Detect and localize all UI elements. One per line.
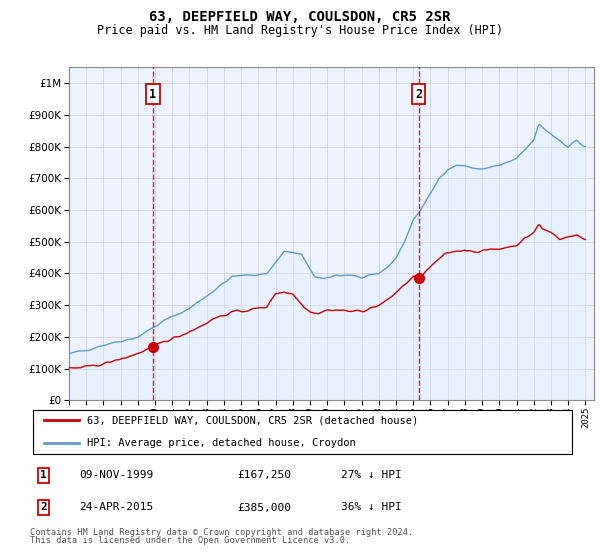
Text: £167,250: £167,250 — [238, 470, 292, 480]
FancyBboxPatch shape — [33, 409, 572, 454]
Text: 1: 1 — [40, 470, 47, 480]
Text: 36% ↓ HPI: 36% ↓ HPI — [341, 502, 402, 512]
Text: 2: 2 — [415, 88, 422, 101]
Text: HPI: Average price, detached house, Croydon: HPI: Average price, detached house, Croy… — [88, 438, 356, 448]
Text: 09-NOV-1999: 09-NOV-1999 — [79, 470, 154, 480]
Text: 63, DEEPFIELD WAY, COULSDON, CR5 2SR (detached house): 63, DEEPFIELD WAY, COULSDON, CR5 2SR (de… — [88, 416, 419, 426]
Text: 1: 1 — [149, 88, 156, 101]
Text: 63, DEEPFIELD WAY, COULSDON, CR5 2SR: 63, DEEPFIELD WAY, COULSDON, CR5 2SR — [149, 10, 451, 24]
Text: £385,000: £385,000 — [238, 502, 292, 512]
Text: Contains HM Land Registry data © Crown copyright and database right 2024.: Contains HM Land Registry data © Crown c… — [30, 528, 413, 536]
Text: 27% ↓ HPI: 27% ↓ HPI — [341, 470, 402, 480]
Text: 24-APR-2015: 24-APR-2015 — [79, 502, 154, 512]
Text: Price paid vs. HM Land Registry's House Price Index (HPI): Price paid vs. HM Land Registry's House … — [97, 24, 503, 36]
Text: 2: 2 — [40, 502, 47, 512]
Text: This data is licensed under the Open Government Licence v3.0.: This data is licensed under the Open Gov… — [30, 536, 350, 545]
